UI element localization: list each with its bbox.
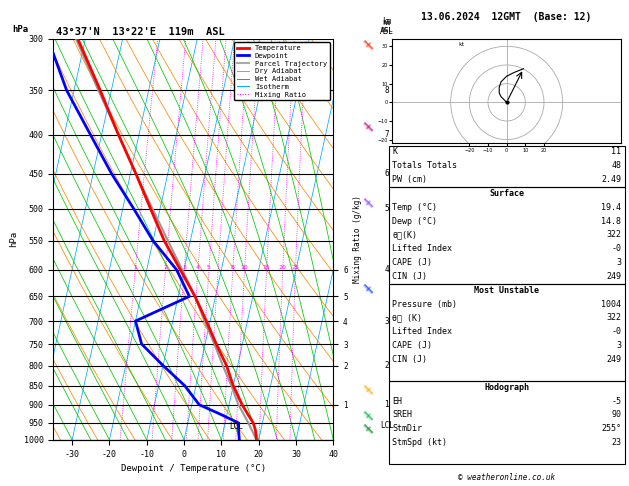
Text: km
ASL: km ASL	[380, 17, 394, 36]
Text: 25: 25	[292, 265, 299, 270]
Text: ╫: ╫	[362, 423, 374, 435]
Text: Most Unstable: Most Unstable	[474, 286, 539, 295]
Text: 5: 5	[384, 205, 389, 213]
Text: Hodograph: Hodograph	[484, 383, 529, 392]
Text: θᴇ (K): θᴇ (K)	[392, 313, 423, 323]
Text: 20: 20	[279, 265, 287, 270]
Text: 19.4: 19.4	[601, 203, 621, 212]
Text: 8: 8	[231, 265, 235, 270]
Text: CIN (J): CIN (J)	[392, 272, 428, 281]
Text: 7: 7	[384, 130, 389, 139]
Text: -0: -0	[611, 244, 621, 253]
Text: 1004: 1004	[601, 299, 621, 309]
Text: Pressure (mb): Pressure (mb)	[392, 299, 457, 309]
Text: 3: 3	[384, 316, 389, 326]
Text: Surface: Surface	[489, 189, 524, 198]
Text: Dewp (°C): Dewp (°C)	[392, 217, 438, 226]
Text: 90: 90	[611, 410, 621, 419]
Text: 249: 249	[606, 355, 621, 364]
Text: ╫: ╫	[362, 409, 374, 422]
Text: Temp (°C): Temp (°C)	[392, 203, 438, 212]
Text: ╫: ╫	[362, 282, 374, 295]
Text: kt: kt	[458, 42, 465, 47]
Text: 3: 3	[616, 341, 621, 350]
Text: 43°37'N  13°22'E  119m  ASL: 43°37'N 13°22'E 119m ASL	[56, 27, 225, 37]
Text: SREH: SREH	[392, 410, 413, 419]
Text: 322: 322	[606, 230, 621, 240]
Y-axis label: hPa: hPa	[9, 231, 18, 247]
Text: ╫: ╫	[362, 38, 374, 51]
Text: CAPE (J): CAPE (J)	[392, 341, 433, 350]
Text: ╫: ╫	[362, 196, 374, 208]
Text: 13.06.2024  12GMT  (Base: 12): 13.06.2024 12GMT (Base: 12)	[421, 12, 592, 22]
Text: EH: EH	[392, 397, 403, 406]
Text: CIN (J): CIN (J)	[392, 355, 428, 364]
Text: 249: 249	[606, 272, 621, 281]
Text: 5: 5	[207, 265, 211, 270]
Text: 2: 2	[164, 265, 167, 270]
Text: 48: 48	[611, 161, 621, 170]
X-axis label: Dewpoint / Temperature (°C): Dewpoint / Temperature (°C)	[121, 464, 266, 473]
Text: 2: 2	[384, 361, 389, 370]
Text: 1: 1	[133, 265, 137, 270]
Text: 1: 1	[384, 400, 389, 409]
Text: CAPE (J): CAPE (J)	[392, 258, 433, 267]
Text: 322: 322	[606, 313, 621, 323]
Text: 14.8: 14.8	[601, 217, 621, 226]
Text: km
ASL: km ASL	[381, 20, 393, 33]
Text: 6: 6	[384, 170, 389, 178]
Text: hPa: hPa	[13, 25, 29, 34]
Text: 15: 15	[263, 265, 270, 270]
Y-axis label: Mixing Ratio (g/kg): Mixing Ratio (g/kg)	[353, 195, 362, 283]
Text: PW (cm): PW (cm)	[392, 175, 428, 184]
Text: StmDir: StmDir	[392, 424, 423, 434]
Legend: Temperature, Dewpoint, Parcel Trajectory, Dry Adiabat, Wet Adiabat, Isotherm, Mi: Temperature, Dewpoint, Parcel Trajectory…	[234, 42, 330, 100]
Text: θᴇ(K): θᴇ(K)	[392, 230, 418, 240]
Text: StmSpd (kt): StmSpd (kt)	[392, 438, 447, 447]
Text: -0: -0	[611, 328, 621, 336]
Text: © weatheronline.co.uk: © weatheronline.co.uk	[458, 473, 555, 482]
Text: ╫: ╫	[362, 120, 374, 133]
Text: -5: -5	[611, 397, 621, 406]
Text: 10: 10	[241, 265, 248, 270]
Text: 11: 11	[611, 147, 621, 156]
Text: LCL: LCL	[229, 422, 243, 431]
Text: 8: 8	[384, 86, 389, 95]
Text: 255°: 255°	[601, 424, 621, 434]
Text: 3: 3	[616, 258, 621, 267]
Text: Totals Totals: Totals Totals	[392, 161, 457, 170]
Text: ╫: ╫	[362, 383, 374, 396]
Text: Lifted Index: Lifted Index	[392, 244, 452, 253]
Text: LCL: LCL	[380, 421, 394, 430]
Text: 2.49: 2.49	[601, 175, 621, 184]
Text: Lifted Index: Lifted Index	[392, 328, 452, 336]
Text: 4: 4	[196, 265, 200, 270]
Text: 3: 3	[182, 265, 186, 270]
Text: 4: 4	[384, 265, 389, 274]
Text: K: K	[392, 147, 398, 156]
Text: 23: 23	[611, 438, 621, 447]
